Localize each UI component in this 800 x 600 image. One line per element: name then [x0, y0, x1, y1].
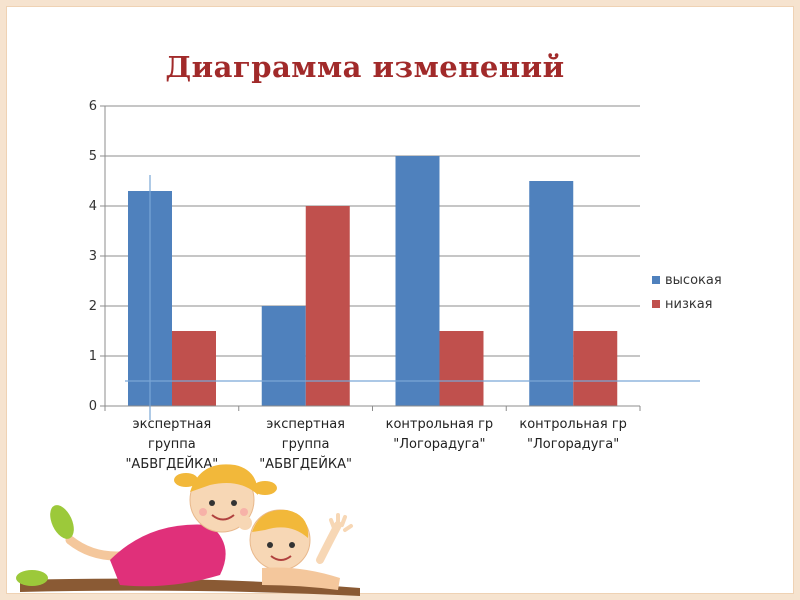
bar-low: [573, 331, 618, 406]
y-tick-label: 4: [89, 199, 97, 214]
chart-axes: [104, 106, 641, 411]
y-tick-label: 6: [89, 99, 97, 114]
bar-high: [395, 156, 440, 406]
legend-swatch: [652, 276, 660, 284]
chart-legend: высокая низкая: [652, 273, 722, 312]
x-category-label: контрольная гр "Логорадуга": [386, 417, 494, 452]
y-tick-label: 5: [89, 149, 97, 164]
legend-label: низкая: [665, 297, 713, 312]
bar-high: [261, 306, 306, 406]
shoe-green: [50, 505, 74, 539]
y-axis-ticks: 0 1 2 3 4 5 6: [89, 99, 97, 414]
x-category-label: экспертная группа "АБВГДЕЙКА": [125, 417, 218, 472]
y-tick-label: 3: [89, 249, 97, 264]
bar-high: [529, 181, 574, 406]
bar-low: [172, 331, 216, 406]
chart-bars: [128, 156, 618, 406]
x-category-label: экспертная группа "АБВГДЕЙКА": [259, 417, 352, 472]
y-tick-label: 0: [89, 399, 97, 414]
y-tick-label: 2: [89, 299, 97, 314]
legend-label: высокая: [665, 273, 722, 288]
chart-title: Диаграмма изменений: [165, 50, 565, 84]
x-axis-categories: экспертная группа "АБВГДЕЙКА" экспертная гру…: [125, 417, 626, 472]
bar-low: [439, 331, 484, 406]
y-tick-label: 1: [89, 349, 97, 364]
bar-low: [305, 206, 350, 406]
x-category-label: контрольная гр "Логорадуга": [519, 417, 627, 452]
legend-swatch: [652, 300, 660, 308]
